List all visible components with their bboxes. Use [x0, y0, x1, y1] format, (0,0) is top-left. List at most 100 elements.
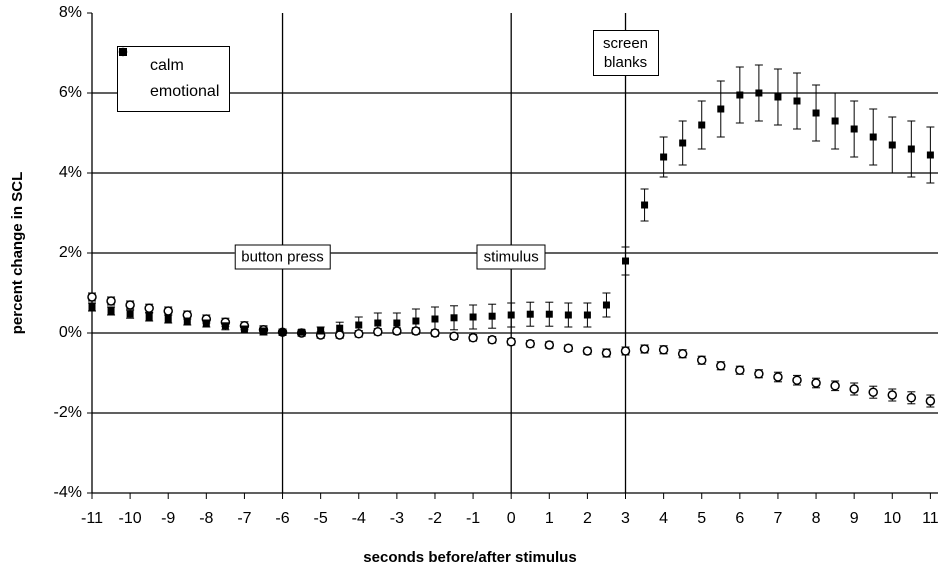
point: [850, 125, 858, 133]
point: [582, 346, 593, 356]
x-tick-label: -9: [161, 510, 175, 527]
point: [106, 296, 116, 306]
x-tick-label: -10: [119, 510, 142, 527]
y-tick-label: 4%: [59, 164, 82, 181]
point: [677, 349, 688, 359]
point: [887, 390, 898, 400]
x-tick-label: -8: [199, 510, 213, 527]
point: [925, 396, 936, 406]
point: [811, 378, 821, 388]
x-axis-label: seconds before/after stimulus: [363, 549, 576, 566]
point: [107, 307, 115, 315]
point: [430, 328, 440, 338]
point: [487, 335, 497, 345]
point: [202, 319, 210, 327]
point: [639, 344, 650, 354]
point: [334, 330, 345, 340]
point: [754, 369, 764, 379]
point: [793, 97, 801, 105]
y-tick-label: 2%: [59, 244, 82, 261]
point: [755, 89, 763, 97]
point: [259, 327, 267, 335]
point: [298, 328, 306, 336]
point: [125, 300, 135, 310]
x-tick-label: -5: [314, 510, 328, 527]
point: [126, 310, 134, 318]
x-tick-label: 8: [812, 510, 821, 527]
point: [774, 93, 782, 101]
x-tick-label: 7: [773, 510, 782, 527]
point: [831, 117, 839, 125]
point: [830, 381, 840, 391]
x-tick-label: -6: [275, 510, 289, 527]
point: [374, 319, 382, 327]
point: [279, 328, 287, 336]
point: [506, 337, 516, 347]
point: [620, 346, 631, 356]
point: [240, 325, 248, 333]
point: [601, 348, 612, 358]
point: [602, 301, 610, 309]
y-tick-label: -4%: [54, 484, 82, 501]
point: [221, 322, 229, 330]
point: [469, 313, 477, 321]
y-tick-label: 0%: [59, 324, 82, 341]
x-tick-label: 10: [883, 510, 901, 527]
point: [411, 326, 421, 336]
point: [660, 153, 668, 161]
point: [526, 310, 534, 318]
point: [583, 311, 591, 319]
legend-entry: calm: [118, 47, 219, 79]
point: [450, 314, 458, 322]
x-tick-label: -11: [81, 510, 103, 527]
point: [641, 201, 649, 209]
point: [773, 372, 783, 382]
point: [393, 319, 401, 327]
point: [88, 303, 96, 311]
point: [736, 91, 744, 99]
x-tick-label: 11: [922, 510, 938, 527]
point: [792, 375, 802, 385]
x-tick-label: 0: [507, 510, 516, 527]
point: [354, 329, 364, 339]
point: [355, 321, 363, 329]
y-tick-label: 6%: [59, 84, 82, 101]
point: [507, 311, 515, 319]
x-tick-label: 1: [545, 510, 554, 527]
point: [679, 139, 687, 147]
point: [869, 133, 877, 141]
annotation: screen blanks: [592, 30, 659, 76]
point: [696, 355, 707, 365]
point: [145, 313, 153, 321]
point: [906, 393, 917, 403]
point: [412, 317, 420, 325]
point: [163, 306, 173, 316]
x-tick-label: -7: [237, 510, 251, 527]
point: [317, 327, 325, 335]
point: [563, 343, 574, 353]
point: [849, 384, 859, 394]
point: [926, 151, 934, 159]
point: [488, 312, 496, 320]
x-tick-label: 3: [621, 510, 630, 527]
point: [622, 257, 630, 265]
y-tick-label: -2%: [54, 404, 82, 421]
legend-entry: emotional: [119, 48, 219, 105]
point: [868, 387, 878, 397]
point: [658, 345, 669, 355]
point: [888, 141, 896, 149]
point: [336, 324, 344, 332]
x-tick-label: 2: [583, 510, 592, 527]
annotation: button press: [234, 244, 331, 270]
x-tick-label: -4: [352, 510, 366, 527]
x-tick-label: -1: [466, 510, 480, 527]
point: [392, 326, 402, 336]
legend-label: calm: [150, 57, 184, 74]
annotation: stimulus: [476, 244, 546, 270]
point: [698, 121, 706, 129]
y-axis-label: percent change in SCL: [9, 172, 26, 335]
x-tick-label: 9: [850, 510, 859, 527]
x-tick-label: -2: [428, 510, 442, 527]
point: [164, 315, 172, 323]
point: [525, 339, 535, 349]
